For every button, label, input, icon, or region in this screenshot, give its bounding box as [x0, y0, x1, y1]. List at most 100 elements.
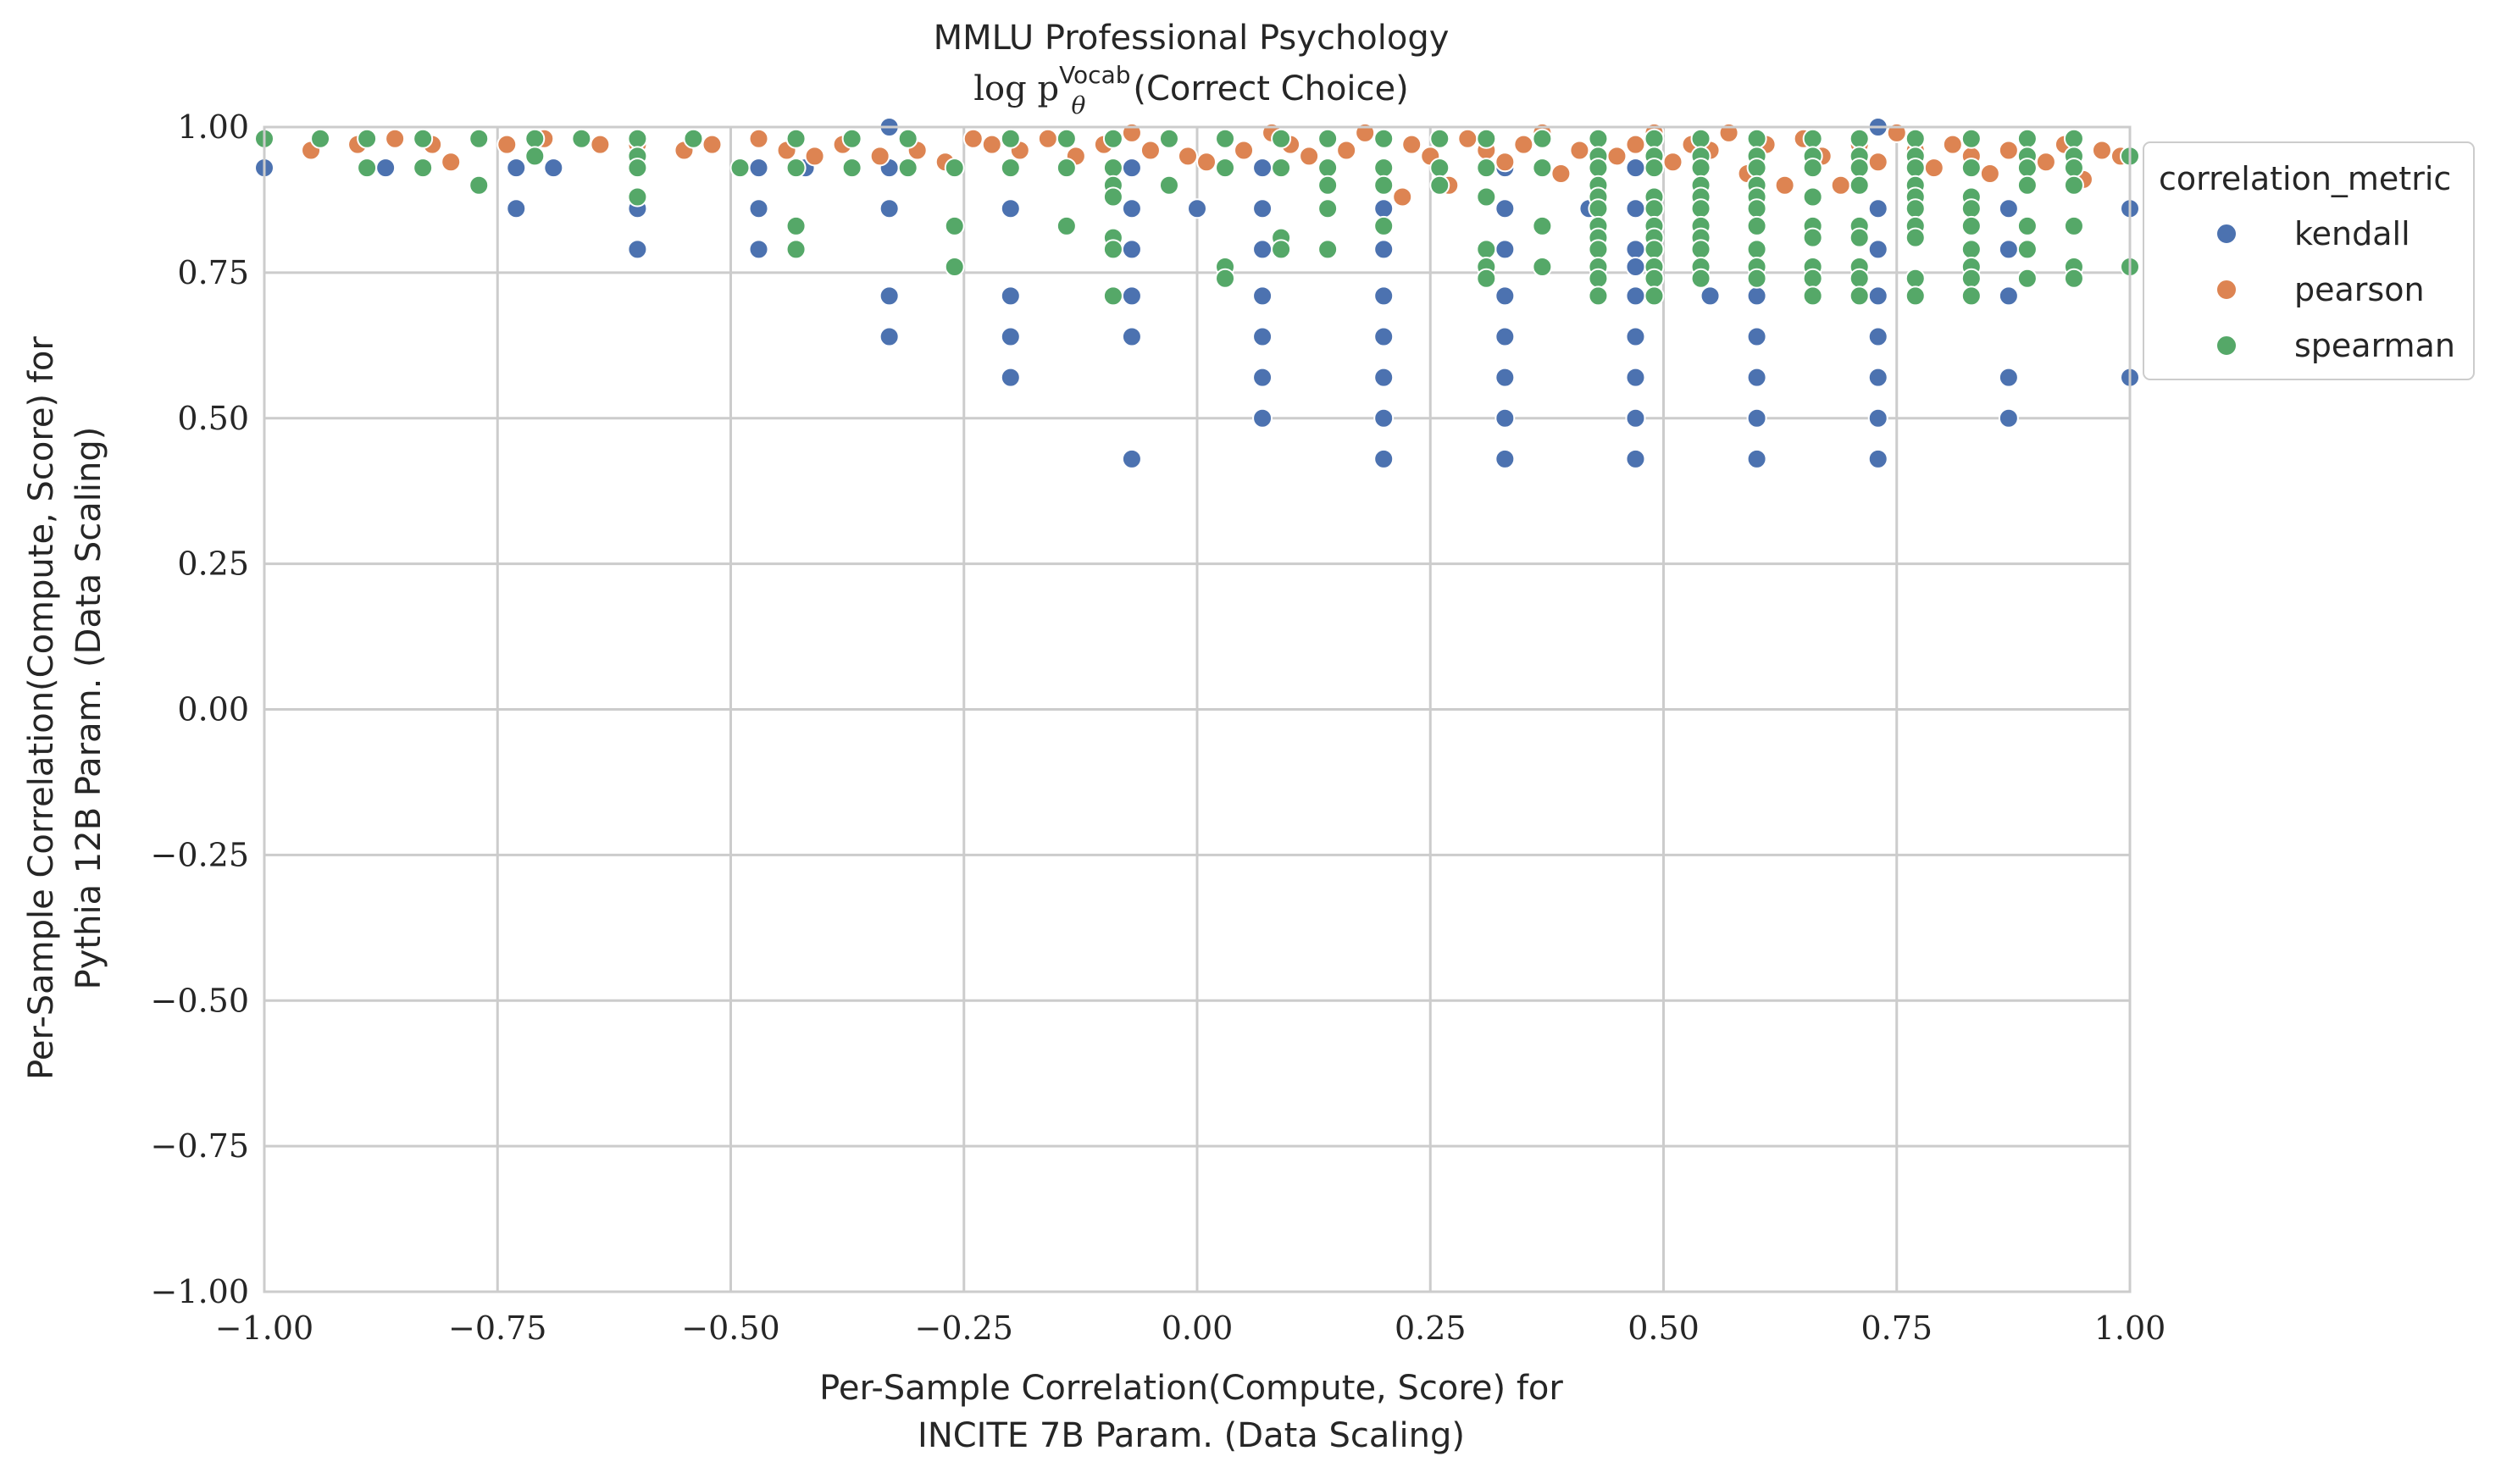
spearman-point: [2063, 128, 2084, 149]
pearson-point: [1336, 140, 1357, 161]
kendall-point: [1252, 285, 1273, 307]
spearman-point: [1271, 128, 1292, 149]
spearman-point: [1102, 128, 1123, 149]
spearman-point: [1588, 128, 1609, 149]
kendall-point: [1000, 285, 1021, 307]
x-tick-label: −0.75: [448, 1310, 546, 1347]
spearman-point: [1429, 174, 1450, 196]
y-tick-label: −0.25: [151, 836, 249, 873]
kendall-point: [1746, 407, 1767, 429]
spearman-point: [1960, 268, 1982, 289]
legend-marker-spearman: [2215, 335, 2238, 357]
spearman-point: [1905, 158, 1926, 179]
x-tick-label: 0.00: [1162, 1310, 1234, 1347]
spearman-point: [1373, 158, 1395, 179]
spearman-point: [1746, 128, 1767, 149]
kendall-point: [1252, 367, 1273, 388]
kendall-point: [627, 239, 648, 260]
pearson-point: [1662, 152, 1683, 173]
spearman-point: [1532, 128, 1553, 149]
pearson-point: [2035, 152, 2056, 173]
pearson-point: [1606, 146, 1628, 167]
pearson-point: [1140, 140, 1161, 161]
spearman-point: [1802, 186, 1823, 208]
spearman-point: [1802, 268, 1823, 289]
x-tick-label: 0.50: [1628, 1310, 1700, 1347]
x-tick-label: 0.25: [1395, 1310, 1467, 1347]
kendall-point: [1746, 285, 1767, 307]
kendall-point: [1998, 367, 2019, 388]
chart-subtitle: log pVocab θ (Correct Choice): [973, 61, 1409, 119]
legend-label-pearson: pearson: [2294, 271, 2425, 308]
points-layer: [254, 117, 2140, 469]
pearson-point: [748, 128, 769, 149]
spearman-point: [1476, 128, 1497, 149]
spearman-point: [1849, 285, 1870, 307]
kendall-point: [1625, 407, 1646, 429]
spearman-point: [1849, 174, 1870, 196]
kendall-point: [1373, 198, 1395, 219]
spearman-point: [469, 174, 490, 196]
spearman-point: [785, 158, 807, 179]
spearman-point: [2016, 128, 2038, 149]
legend: correlation_metric kendall pearson spearma…: [2143, 141, 2475, 380]
spearman-point: [2016, 174, 2038, 196]
spearman-point: [1476, 268, 1497, 289]
spearman-point: [683, 128, 704, 149]
spearman-point: [1849, 227, 1870, 248]
spearman-point: [413, 158, 434, 179]
kendall-point: [1625, 367, 1646, 388]
spearman-point: [627, 128, 648, 149]
spearman-point: [357, 158, 378, 179]
x-tick-labels: −1.00 −0.75 −0.50 −0.25 0.00 0.25 0.50 0.75 1.00: [215, 1310, 2166, 1347]
spearman-point: [1905, 268, 1926, 289]
y-axis-label-line2: Pythia 12B Param. (Data Scaling): [69, 427, 108, 990]
spearman-point: [1905, 227, 1926, 248]
spearman-point: [1317, 174, 1339, 196]
pearson-point: [962, 128, 984, 149]
spearman-point: [1588, 158, 1609, 179]
spearman-point: [944, 215, 965, 236]
spearman-point: [1532, 215, 1553, 236]
spearman-point: [2016, 215, 2038, 236]
kendall-point: [1252, 239, 1273, 260]
spearman-point: [1644, 268, 1665, 289]
kendall-point: [1625, 239, 1646, 260]
spearman-point: [729, 158, 751, 179]
kendall-point: [1867, 367, 1888, 388]
spearman-point: [524, 146, 546, 167]
spearman-point: [413, 128, 434, 149]
kendall-point: [748, 198, 769, 219]
legend-label-spearman: spearman: [2294, 327, 2455, 364]
spearman-point: [1644, 158, 1665, 179]
pearson-point: [1299, 146, 1320, 167]
pearson-point: [1177, 146, 1198, 167]
kendall-point: [1867, 326, 1888, 347]
spearman-point: [1905, 128, 1926, 149]
x-tick-label: −1.00: [215, 1310, 313, 1347]
spearman-point: [1215, 268, 1236, 289]
kendall-point: [1373, 367, 1395, 388]
pearson-point: [1867, 152, 1888, 173]
spearman-point: [785, 128, 807, 149]
kendall-point: [1746, 326, 1767, 347]
spearman-point: [1588, 239, 1609, 260]
spearman-point: [1802, 158, 1823, 179]
pearson-point: [1513, 134, 1534, 155]
spearman-point: [1905, 285, 1926, 307]
spearman-point: [1056, 215, 1077, 236]
kendall-point: [1121, 198, 1142, 219]
pearson-point: [1774, 174, 1795, 196]
spearman-point: [1373, 174, 1395, 196]
kendall-point: [1867, 239, 1888, 260]
spearman-point: [310, 128, 331, 149]
spearman-point: [1476, 158, 1497, 179]
spearman-point: [1960, 158, 1982, 179]
spearman-point: [1644, 285, 1665, 307]
spearman-point: [1271, 239, 1292, 260]
kendall-point: [1625, 158, 1646, 179]
kendall-point: [748, 239, 769, 260]
spearman-point: [1644, 198, 1665, 219]
spearman-point: [944, 158, 965, 179]
